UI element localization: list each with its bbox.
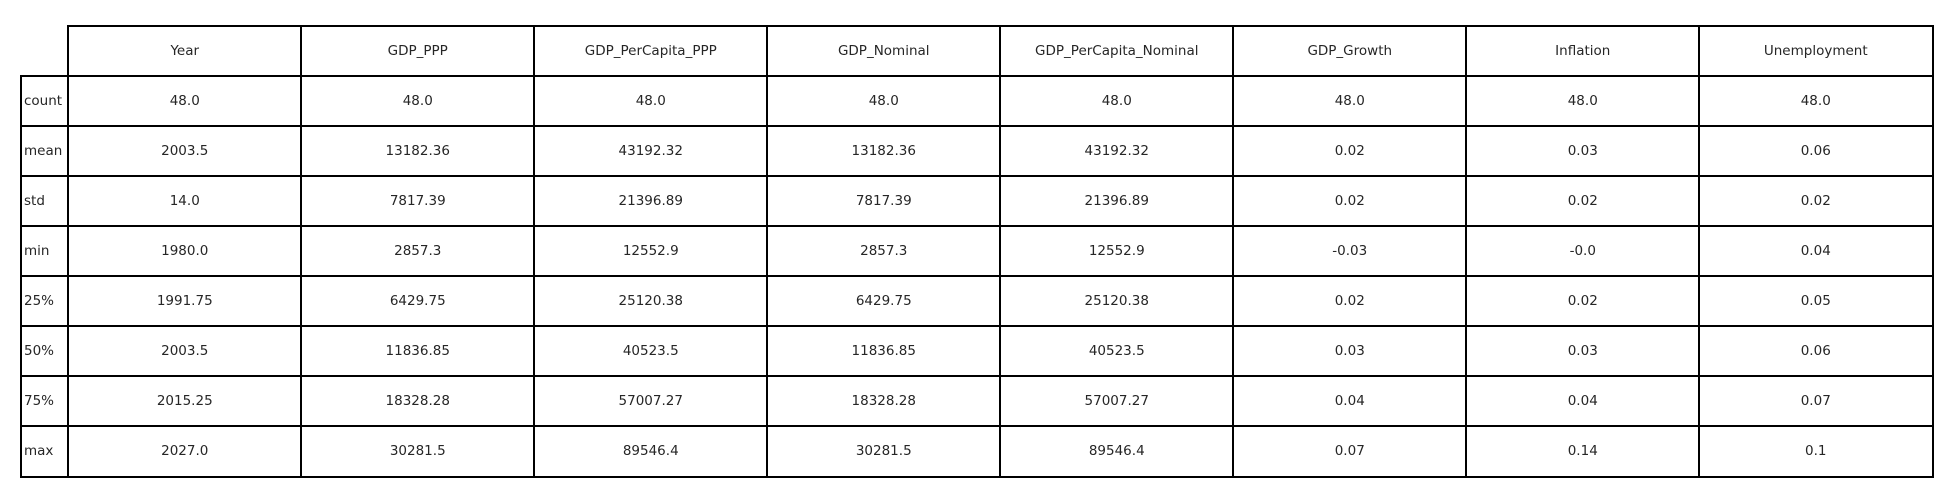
table-cell: 0.03 <box>1465 325 1701 378</box>
table-cell: 6429.75 <box>300 275 536 328</box>
table-cell: 0.02 <box>1232 175 1468 228</box>
table-cell: 2857.3 <box>300 225 536 278</box>
table-cell: 12552.9 <box>999 225 1235 278</box>
table-cell: 7817.39 <box>766 175 1002 228</box>
row-label: 25% <box>20 275 70 328</box>
table-cell: 0.02 <box>1232 275 1468 328</box>
table-cell: 0.14 <box>1465 425 1701 478</box>
table-cell: 0.03 <box>1232 325 1468 378</box>
table-cell: 43192.32 <box>999 125 1235 178</box>
table-cell: 2015.25 <box>67 375 303 428</box>
table-cell: 0.03 <box>1465 125 1701 178</box>
table-cell: 21396.89 <box>999 175 1235 228</box>
table-cell: 57007.27 <box>999 375 1235 428</box>
table-cell: 0.1 <box>1698 425 1934 478</box>
column-header: Year <box>67 25 303 78</box>
table-cell: 1980.0 <box>67 225 303 278</box>
table-cell: 18328.28 <box>300 375 536 428</box>
row-label: max <box>20 425 70 478</box>
column-header: GDP_Growth <box>1232 25 1468 78</box>
table-cell: 0.06 <box>1698 325 1934 378</box>
column-header: GDP_PPP <box>300 25 536 78</box>
row-label: 50% <box>20 325 70 378</box>
row-label: 75% <box>20 375 70 428</box>
table-cell: 0.05 <box>1698 275 1934 328</box>
table-cell: 18328.28 <box>766 375 1002 428</box>
table-cell: -0.0 <box>1465 225 1701 278</box>
table-cell: 57007.27 <box>533 375 769 428</box>
table-cell: 48.0 <box>766 75 1002 128</box>
column-header: Unemployment <box>1698 25 1934 78</box>
table-cell: 25120.38 <box>999 275 1235 328</box>
table-cell: 0.04 <box>1232 375 1468 428</box>
column-header: GDP_PerCapita_Nominal <box>999 25 1235 78</box>
table-cell: 43192.32 <box>533 125 769 178</box>
table-cell: 48.0 <box>999 75 1235 128</box>
table-cell: 30281.5 <box>766 425 1002 478</box>
table-cell: 6429.75 <box>766 275 1002 328</box>
column-header: Inflation <box>1465 25 1701 78</box>
table-cell: -0.03 <box>1232 225 1468 278</box>
table-cell: 0.02 <box>1232 125 1468 178</box>
table-cell: 0.07 <box>1232 425 1468 478</box>
table-cell: 1991.75 <box>67 275 303 328</box>
table-cell: 48.0 <box>300 75 536 128</box>
table-cell: 13182.36 <box>766 125 1002 178</box>
table-cell: 0.02 <box>1465 175 1701 228</box>
table-cell: 11836.85 <box>300 325 536 378</box>
table-cell: 2003.5 <box>67 125 303 178</box>
table-cell: 0.07 <box>1698 375 1934 428</box>
table-cell: 48.0 <box>533 75 769 128</box>
table-cell: 48.0 <box>1698 75 1934 128</box>
table-cell: 89546.4 <box>533 425 769 478</box>
table-cell: 11836.85 <box>766 325 1002 378</box>
table-cell: 30281.5 <box>300 425 536 478</box>
table-cell: 2857.3 <box>766 225 1002 278</box>
table-cell: 13182.36 <box>300 125 536 178</box>
table-cell: 14.0 <box>67 175 303 228</box>
table-cell: 2003.5 <box>67 325 303 378</box>
table-cell: 89546.4 <box>999 425 1235 478</box>
column-header: GDP_PerCapita_PPP <box>533 25 769 78</box>
table-cell: 0.04 <box>1698 225 1934 278</box>
table-cell: 0.06 <box>1698 125 1934 178</box>
row-label: min <box>20 225 70 278</box>
row-label: count <box>20 75 70 128</box>
column-header: GDP_Nominal <box>766 25 1002 78</box>
row-label: mean <box>20 125 70 178</box>
row-label: std <box>20 175 70 228</box>
table-cell: 40523.5 <box>999 325 1235 378</box>
table-cell: 21396.89 <box>533 175 769 228</box>
table-cell: 2027.0 <box>67 425 303 478</box>
table-cell: 7817.39 <box>300 175 536 228</box>
table-cell: 48.0 <box>1465 75 1701 128</box>
table-cell: 48.0 <box>67 75 303 128</box>
table-cell: 0.04 <box>1465 375 1701 428</box>
table-cell: 48.0 <box>1232 75 1468 128</box>
table-cell: 40523.5 <box>533 325 769 378</box>
table-cell: 12552.9 <box>533 225 769 278</box>
table-cell: 25120.38 <box>533 275 769 328</box>
table-cell: 0.02 <box>1698 175 1934 228</box>
table-cell: 0.02 <box>1465 275 1701 328</box>
